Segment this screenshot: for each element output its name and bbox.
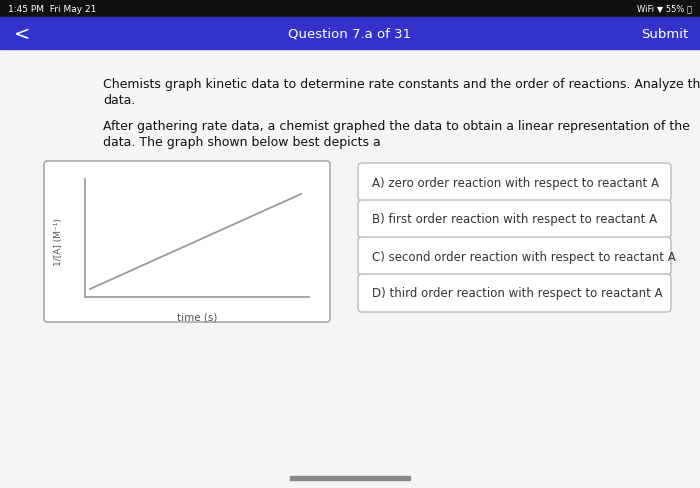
- Text: data.: data.: [103, 94, 135, 107]
- Text: Submit: Submit: [640, 27, 688, 41]
- FancyBboxPatch shape: [358, 201, 671, 239]
- FancyBboxPatch shape: [44, 162, 330, 323]
- Text: time (s): time (s): [177, 311, 217, 321]
- FancyBboxPatch shape: [358, 238, 671, 275]
- Text: B) first order reaction with respect to reactant A: B) first order reaction with respect to …: [372, 213, 657, 226]
- Text: data. The graph shown below best depicts a: data. The graph shown below best depicts…: [103, 136, 381, 149]
- Text: C) second order reaction with respect to reactant A: C) second order reaction with respect to…: [372, 250, 676, 263]
- FancyBboxPatch shape: [358, 274, 671, 312]
- Text: 1/[A] (M⁻¹): 1/[A] (M⁻¹): [55, 218, 64, 266]
- Text: 1:45 PM  Fri May 21: 1:45 PM Fri May 21: [8, 4, 97, 14]
- Text: Question 7.a of 31: Question 7.a of 31: [288, 27, 412, 41]
- Text: WiFi ▼ 55% 🔋: WiFi ▼ 55% 🔋: [637, 4, 692, 14]
- Text: D) third order reaction with respect to reactant A: D) third order reaction with respect to …: [372, 287, 663, 300]
- Text: <: <: [14, 24, 30, 43]
- Text: Chemists graph kinetic data to determine rate constants and the order of reactio: Chemists graph kinetic data to determine…: [103, 78, 700, 91]
- Bar: [0, 18, 700, 50]
- Text: A) zero order reaction with respect to reactant A: A) zero order reaction with respect to r…: [372, 176, 659, 189]
- Text: After gathering rate data, a chemist graphed the data to obtain a linear represe: After gathering rate data, a chemist gra…: [103, 120, 690, 133]
- Bar: [290, 476, 410, 480]
- FancyBboxPatch shape: [358, 163, 671, 202]
- Bar: [0, 0, 700, 18]
